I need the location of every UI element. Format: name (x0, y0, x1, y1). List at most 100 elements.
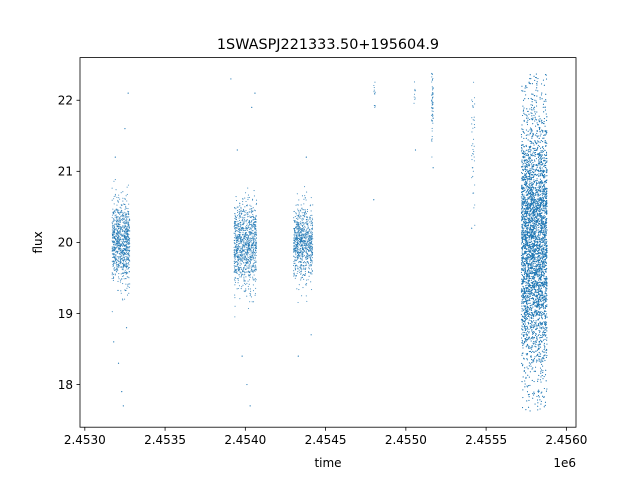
data-point (296, 193, 298, 195)
data-point (242, 234, 244, 236)
data-point (121, 228, 123, 230)
data-point (247, 246, 250, 248)
data-point (297, 215, 299, 217)
data-point (311, 225, 313, 227)
data-point (474, 224, 476, 226)
data-point (125, 251, 127, 253)
data-point (431, 120, 433, 122)
data-point (303, 254, 305, 256)
data-point (120, 234, 122, 236)
data-point (307, 231, 309, 233)
data-point (432, 103, 434, 105)
data-point (310, 238, 312, 240)
data-point (250, 221, 253, 223)
data-point (253, 241, 255, 243)
data-point (311, 251, 313, 253)
data-point (432, 115, 434, 117)
data-point (373, 84, 375, 87)
data-point (254, 267, 256, 269)
data-point (119, 258, 121, 260)
data-point (312, 219, 314, 221)
data-point (242, 273, 244, 276)
data-point (237, 287, 239, 290)
data-point (301, 258, 303, 260)
data-point (111, 311, 113, 313)
data-point (236, 209, 239, 212)
data-point (120, 263, 122, 265)
data-point (254, 221, 256, 223)
data-point (298, 199, 300, 201)
data-point (124, 227, 126, 229)
data-point (249, 260, 251, 262)
data-point (119, 246, 121, 248)
data-point (119, 221, 121, 223)
data-point (309, 245, 312, 247)
data-point (431, 97, 433, 99)
data-point (239, 225, 242, 227)
data-point (119, 266, 121, 268)
data-point (295, 236, 297, 239)
data-point (254, 239, 257, 241)
data-point (128, 221, 130, 223)
data-point (248, 234, 250, 236)
data-point (241, 255, 243, 257)
data-point (301, 247, 304, 249)
data-point (119, 223, 121, 225)
data-point (127, 214, 129, 216)
data-point (300, 234, 302, 236)
data-point (471, 101, 474, 103)
data-point (309, 245, 311, 247)
data-point (123, 245, 125, 247)
data-point (253, 266, 255, 268)
data-point (293, 245, 295, 247)
data-point (233, 256, 235, 258)
data-point (118, 250, 120, 252)
data-point (413, 93, 416, 95)
data-point (250, 217, 252, 219)
data-point (238, 231, 240, 233)
data-point (311, 245, 313, 247)
data-point (246, 204, 248, 206)
data-point (298, 216, 301, 218)
data-point (373, 199, 375, 201)
data-point (473, 207, 475, 209)
data-point (118, 273, 120, 275)
data-point (298, 212, 300, 214)
data-point (250, 238, 252, 240)
data-point (249, 224, 252, 226)
data-point (111, 274, 113, 276)
data-point (116, 242, 118, 244)
data-point (120, 230, 122, 232)
data-point (114, 258, 117, 260)
data-point (118, 227, 120, 229)
data-point (112, 212, 114, 214)
data-point (473, 124, 475, 126)
data-point (240, 267, 242, 269)
data-point (305, 279, 308, 281)
data-point (472, 148, 474, 151)
data-point (244, 229, 246, 231)
data-point (299, 227, 301, 229)
data-point (432, 113, 434, 116)
data-point (250, 290, 252, 292)
data-point (126, 228, 128, 230)
data-point (115, 220, 118, 222)
data-point (244, 217, 246, 219)
data-point (246, 240, 248, 242)
data-point (252, 284, 254, 286)
data-point (122, 221, 124, 223)
data-point (414, 89, 416, 91)
data-point (252, 217, 254, 219)
data-point (241, 250, 243, 252)
data-point (293, 228, 295, 230)
data-point (245, 233, 247, 235)
data-point (240, 213, 242, 215)
data-point (114, 242, 116, 244)
data-point (242, 262, 244, 264)
data-point (234, 251, 236, 253)
data-point (119, 226, 121, 228)
data-point (296, 241, 298, 244)
data-point (241, 211, 243, 213)
data-point (124, 259, 126, 261)
data-point (245, 252, 247, 254)
